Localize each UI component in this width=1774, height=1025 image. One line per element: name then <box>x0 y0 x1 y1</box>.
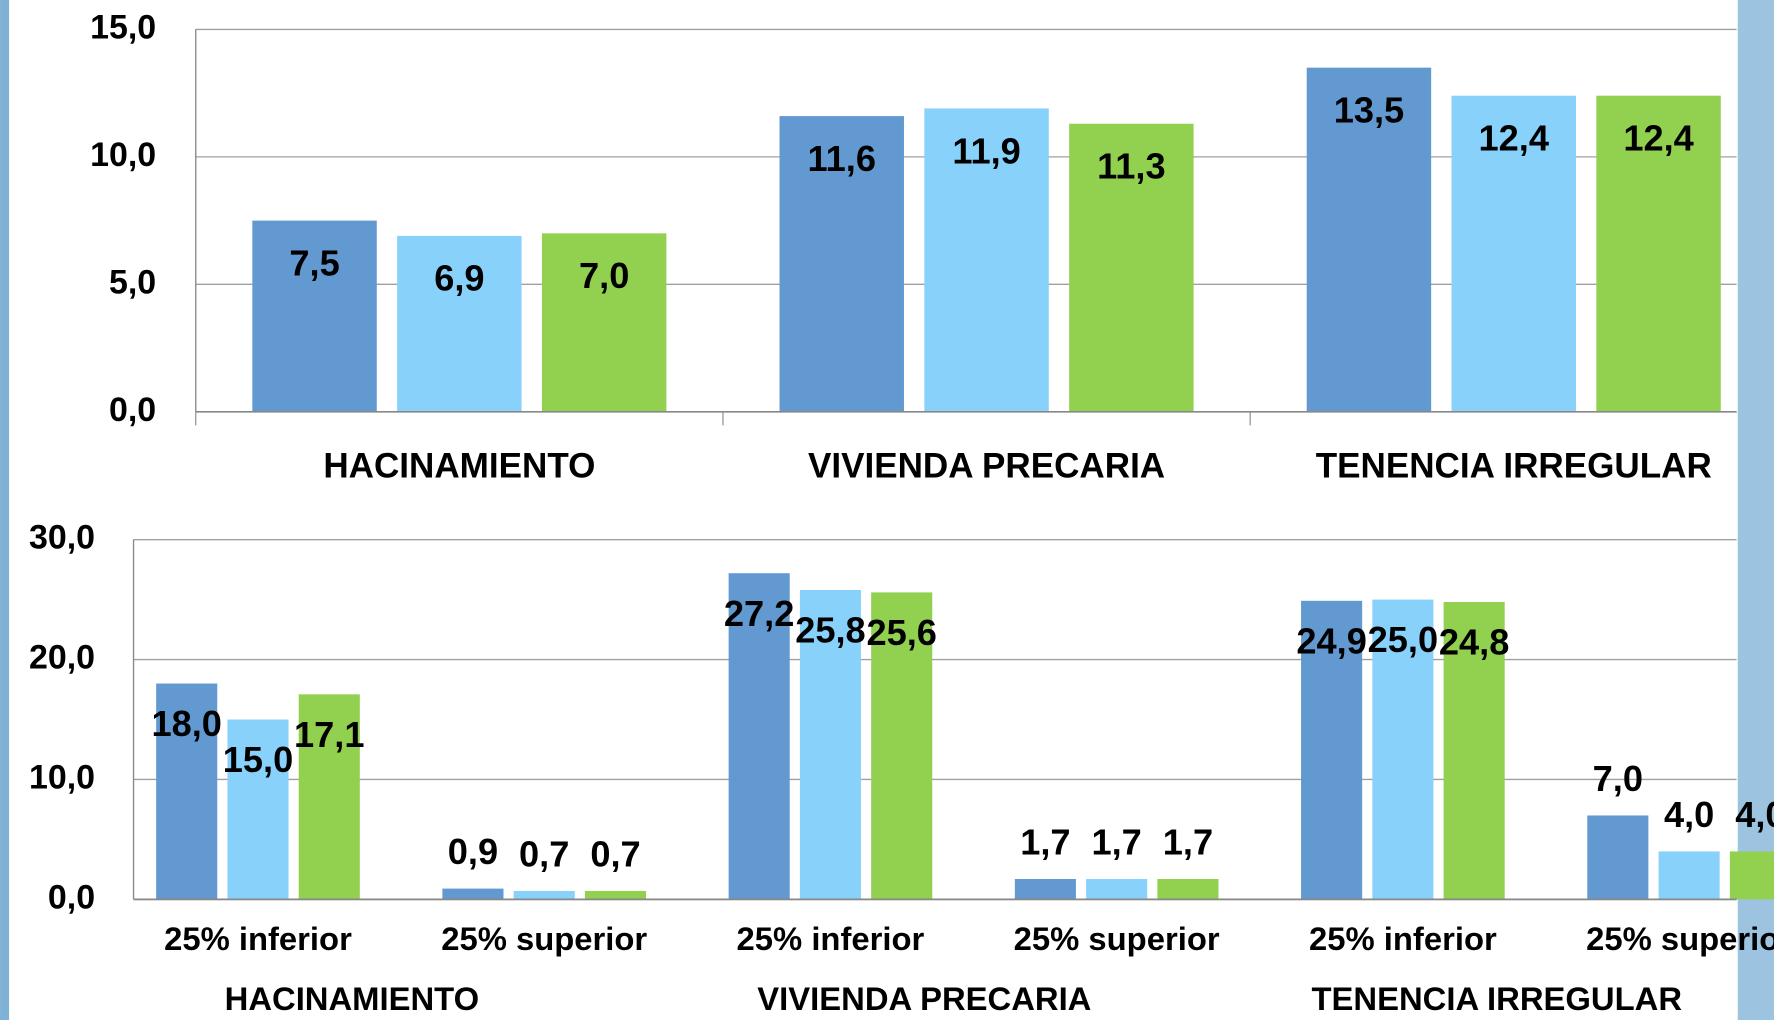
bar <box>227 719 289 900</box>
group-label: TENENCIA IRREGULAR <box>1312 980 1683 1017</box>
x-tick-label: VIVIENDA PRECARIA <box>808 447 1165 486</box>
bar <box>1658 851 1720 900</box>
x-tick-label: 25% inferior <box>164 920 352 957</box>
x-tick-label: HACINAMIENTO <box>323 447 595 486</box>
bar <box>1306 67 1432 412</box>
data-label: 12,4 <box>1479 118 1549 159</box>
data-label: 25,8 <box>795 610 865 651</box>
right-border <box>1737 0 1774 1021</box>
bar <box>156 683 218 900</box>
y-tick-label: 0,0 <box>109 391 156 429</box>
x-tick-label: 25% inferior <box>737 920 925 957</box>
bar <box>397 235 522 412</box>
data-label: 0,7 <box>590 834 640 875</box>
data-label: 18,0 <box>151 703 221 744</box>
bar <box>1596 95 1721 412</box>
data-label: 1,7 <box>1020 822 1070 863</box>
y-tick-label: 30,0 <box>29 519 95 557</box>
data-label: 11,9 <box>952 130 1020 171</box>
bar <box>1587 815 1649 900</box>
data-label: 7,0 <box>1593 758 1643 799</box>
left-border <box>0 0 10 1021</box>
y-tick-label: 15,0 <box>90 8 156 46</box>
bar <box>1069 123 1194 412</box>
data-label: 17,1 <box>294 714 364 755</box>
data-label: 24,8 <box>1439 622 1509 663</box>
data-label: 12,4 <box>1623 118 1693 159</box>
data-label: 24,9 <box>1296 620 1366 661</box>
data-label: 13,5 <box>1334 89 1404 130</box>
y-tick-label: 10,0 <box>29 758 95 796</box>
x-tick-label: 25% superior <box>1014 920 1220 957</box>
bar <box>1729 851 1774 900</box>
bar <box>298 694 360 900</box>
bar <box>252 220 377 412</box>
data-label: 11,6 <box>808 138 876 179</box>
data-label: 11,3 <box>1097 146 1165 187</box>
bar <box>442 888 504 900</box>
bar <box>728 573 790 900</box>
x-tick-label: 25% superior <box>441 920 647 957</box>
data-label: 15,0 <box>223 739 293 780</box>
data-label: 0,9 <box>448 831 498 872</box>
data-label: 7,5 <box>289 242 339 283</box>
data-label: 0,7 <box>519 834 569 875</box>
bar <box>1014 879 1076 900</box>
bar <box>1372 599 1434 900</box>
x-tick-label: 25% inferior <box>1309 920 1497 957</box>
data-label: 6,9 <box>434 258 484 299</box>
bar <box>924 108 1049 412</box>
data-label: 7,0 <box>579 255 629 296</box>
bar <box>1443 601 1505 900</box>
bar <box>584 891 647 900</box>
y-tick-label: 20,0 <box>29 639 95 677</box>
bar <box>779 116 904 412</box>
bar <box>541 233 667 412</box>
data-label: 25,0 <box>1368 619 1438 660</box>
data-label: 4,0 <box>1735 794 1774 835</box>
bar <box>799 590 861 900</box>
data-label: 1,7 <box>1092 822 1142 863</box>
data-label: 27,2 <box>724 593 794 634</box>
data-label: 4,0 <box>1664 794 1714 835</box>
group-label: VIVIENDA PRECARIA <box>757 980 1091 1017</box>
bar <box>871 592 933 900</box>
group-label: HACINAMIENTO <box>225 980 479 1017</box>
bar <box>513 891 575 900</box>
data-label: 1,7 <box>1163 822 1213 863</box>
x-tick-label: 25% superior <box>1586 920 1774 957</box>
y-tick-label: 10,0 <box>90 136 156 174</box>
y-tick-label: 0,0 <box>48 878 95 916</box>
bar <box>1301 600 1363 900</box>
bar <box>1086 879 1148 900</box>
bar <box>1451 95 1576 412</box>
bar <box>1157 879 1219 900</box>
y-tick-label: 5,0 <box>109 263 156 301</box>
data-label: 25,6 <box>866 612 936 653</box>
x-tick-label: TENENCIA IRREGULAR <box>1316 447 1712 486</box>
